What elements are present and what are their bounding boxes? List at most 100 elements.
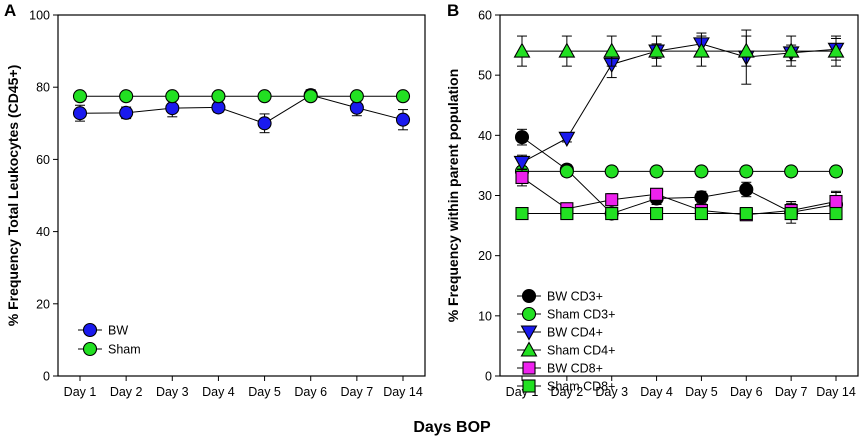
y-tick-label: 40 bbox=[36, 225, 50, 239]
x-tick-label: Day 6 bbox=[730, 385, 763, 399]
data-point bbox=[72, 89, 88, 104]
legend-label: Sham CD8+ bbox=[547, 380, 615, 394]
y-tick-label: 100 bbox=[29, 9, 50, 23]
data-point bbox=[739, 182, 754, 197]
legend-label: Sham CD4+ bbox=[547, 344, 615, 358]
data-point bbox=[694, 164, 709, 179]
plot-frame bbox=[499, 14, 859, 377]
x-tick-label: Day 2 bbox=[110, 385, 143, 399]
legend-label: BW bbox=[108, 324, 128, 338]
data-point bbox=[694, 190, 709, 205]
data-point bbox=[603, 42, 621, 58]
data-point bbox=[558, 131, 576, 147]
data-point bbox=[558, 42, 576, 58]
data-point bbox=[257, 116, 272, 131]
legend-marker bbox=[82, 322, 98, 338]
legend-marker bbox=[520, 341, 538, 357]
y-tick-label: 40 bbox=[478, 129, 492, 143]
legend-marker bbox=[521, 288, 537, 304]
data-point bbox=[739, 207, 753, 221]
data-point bbox=[605, 207, 619, 221]
y-tick-label: 50 bbox=[478, 69, 492, 83]
x-tick-label: Day 3 bbox=[595, 385, 628, 399]
data-point bbox=[827, 42, 845, 58]
x-tick-label: Day 2 bbox=[551, 385, 584, 399]
data-point bbox=[605, 193, 619, 207]
x-tick-label: Day 6 bbox=[294, 385, 327, 399]
y-tick-label: 80 bbox=[36, 81, 50, 95]
data-point bbox=[692, 42, 710, 58]
data-point bbox=[559, 164, 574, 179]
series-bw-cd4- bbox=[513, 29, 845, 172]
data-point bbox=[513, 155, 531, 172]
data-point bbox=[257, 89, 272, 104]
plot-frame bbox=[57, 14, 426, 377]
y-tick-label: 20 bbox=[478, 249, 492, 263]
data-point bbox=[650, 187, 664, 201]
legend-label: Sham bbox=[108, 343, 141, 357]
x-tick-label: Day 7 bbox=[775, 385, 808, 399]
data-point bbox=[828, 164, 844, 179]
data-point bbox=[784, 207, 798, 221]
data-point bbox=[782, 42, 800, 58]
legend-label: Sham CD3+ bbox=[547, 308, 615, 322]
data-point bbox=[72, 106, 88, 121]
series-line bbox=[521, 177, 837, 216]
data-point bbox=[829, 207, 843, 221]
series-line bbox=[79, 94, 404, 124]
data-point bbox=[119, 89, 134, 104]
data-point bbox=[829, 194, 843, 209]
data-point bbox=[739, 164, 754, 179]
x-tick-label: Day 14 bbox=[816, 385, 856, 399]
y-tick-label: 0 bbox=[43, 370, 50, 384]
y-tick-label: 0 bbox=[485, 370, 492, 384]
series-sham-cd4- bbox=[513, 35, 845, 67]
panel-letter-b: B bbox=[447, 1, 459, 20]
y-tick-label: 30 bbox=[478, 189, 492, 203]
legend-label: BW CD8+ bbox=[547, 362, 603, 376]
x-tick-label: Day 3 bbox=[156, 385, 189, 399]
data-point bbox=[649, 164, 664, 179]
x-tick-label: Day 14 bbox=[383, 385, 423, 399]
x-tick-label: Day 1 bbox=[64, 385, 97, 399]
panel-letter-a: A bbox=[4, 1, 16, 20]
y-axis-title: % Frequency Total Leukocytes (CD45+) bbox=[5, 65, 21, 327]
series-sham bbox=[72, 89, 411, 104]
legend-label: BW CD4+ bbox=[547, 326, 603, 340]
legend-label: BW CD3+ bbox=[547, 290, 603, 304]
data-point bbox=[514, 130, 530, 145]
series-sham-cd8- bbox=[515, 207, 843, 221]
y-axis-title: % Frequency within parent population bbox=[445, 69, 461, 323]
x-tick-label: Day 5 bbox=[248, 385, 281, 399]
series-sham-cd3- bbox=[514, 164, 844, 179]
data-point bbox=[513, 42, 531, 58]
x-tick-label: Day 5 bbox=[685, 385, 718, 399]
data-point bbox=[604, 164, 619, 179]
data-point bbox=[650, 207, 664, 221]
data-point bbox=[395, 89, 411, 104]
data-point bbox=[737, 42, 755, 58]
legend-marker bbox=[521, 306, 537, 322]
x-tick-label: Day 4 bbox=[202, 385, 235, 399]
data-point bbox=[648, 42, 666, 58]
y-tick-label: 10 bbox=[478, 309, 492, 323]
legend-marker bbox=[82, 341, 98, 357]
common-x-axis-title: Days BOP bbox=[413, 419, 491, 436]
data-point bbox=[303, 89, 318, 104]
panel-a: 0 20 40 60 80 100 Day 1 Day 2 Day 3 Day 4 Day 5 Day… bbox=[5, 9, 426, 399]
y-tick-label: 60 bbox=[478, 9, 492, 23]
x-tick-label: Day 7 bbox=[341, 385, 374, 399]
data-point bbox=[694, 207, 708, 221]
legend-marker bbox=[522, 361, 536, 375]
y-tick-label: 60 bbox=[36, 153, 50, 167]
data-point bbox=[119, 105, 134, 120]
data-point bbox=[515, 207, 529, 221]
legend-marker bbox=[522, 379, 536, 393]
data-point bbox=[784, 164, 799, 179]
data-point bbox=[211, 89, 226, 104]
data-point bbox=[395, 112, 411, 127]
data-point bbox=[560, 207, 574, 221]
x-tick-label: Day 4 bbox=[640, 385, 673, 399]
